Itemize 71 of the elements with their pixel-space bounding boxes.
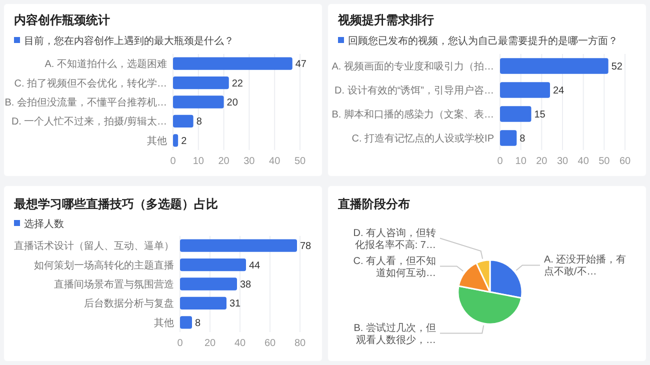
legend-label: 选择人数 xyxy=(24,218,64,230)
data-label: 44 xyxy=(249,260,261,272)
data-label: 20 xyxy=(226,98,238,108)
x-tick-label: 10 xyxy=(515,156,527,167)
x-tick-label: 20 xyxy=(536,156,548,167)
x-tick-label: 20 xyxy=(204,338,216,349)
legend-label: 回顾您已发布的视频，您认为自己最需要提升的是哪一方面？ xyxy=(348,35,618,47)
x-tick-label: 40 xyxy=(578,156,590,167)
bar xyxy=(173,114,194,128)
chart-title: 最想学习哪些直播技巧（多选题）占比 xyxy=(13,197,218,211)
y-tick-label: D. 设计有效的“诱饵”，引导用户咨… xyxy=(334,84,494,96)
y-tick-label: B. 会拍但没流量，不懂平台推荐机… xyxy=(4,96,167,108)
bar xyxy=(500,106,532,122)
data-label: 8 xyxy=(520,134,526,144)
x-tick-label: 30 xyxy=(556,156,568,167)
bar xyxy=(500,58,608,74)
y-tick-label: 其他 xyxy=(154,316,174,329)
x-tick-label: 50 xyxy=(294,156,306,167)
bar xyxy=(180,296,226,310)
y-tick-label: B. 脚本和口播的感染力（文案、表… xyxy=(332,108,494,120)
bar xyxy=(180,258,246,272)
chart-title: 直播阶段分布 xyxy=(337,197,410,211)
data-label: 47 xyxy=(295,59,307,70)
slice-label: A. 还没开始播，有点不敢/不… xyxy=(544,254,626,278)
y-tick-label: 直播话术设计（留人、互动、逼单） xyxy=(14,240,174,252)
x-tick-label: 0 xyxy=(177,338,184,349)
x-tick-label: 60 xyxy=(619,156,631,167)
legend-label: 目前，您在内容创作上遇到的最大瓶颈是什么？ xyxy=(24,35,234,47)
slice-label: B. 尝试过几次，但观看人数很少，… xyxy=(354,322,436,346)
x-tick-label: 40 xyxy=(269,156,281,167)
data-label: 8 xyxy=(196,116,202,128)
data-label: 52 xyxy=(611,62,623,72)
bar xyxy=(180,278,237,290)
y-tick-label: 后台数据分析与复盘 xyxy=(84,298,174,310)
slice-label: C. 有人看，但不知道如何互动… xyxy=(353,254,436,279)
x-tick-label: 0 xyxy=(497,156,504,167)
x-tick-label: 50 xyxy=(598,156,610,167)
bar xyxy=(173,96,224,108)
y-tick-label: C. 拍了视频但不会优化，转化学… xyxy=(14,77,167,90)
bar xyxy=(173,57,292,70)
bar xyxy=(180,239,297,252)
y-tick-label: A. 不知道拍什么，选题困难 xyxy=(44,58,167,70)
bar xyxy=(173,76,229,90)
bar xyxy=(173,134,178,147)
x-tick-label: 80 xyxy=(294,338,306,349)
data-label: 2 xyxy=(181,136,188,147)
x-tick-label: 20 xyxy=(218,156,230,167)
data-label: 8 xyxy=(195,318,201,329)
bar xyxy=(500,130,517,146)
data-label: 22 xyxy=(232,78,244,90)
bar xyxy=(180,316,192,329)
y-tick-label: A. 视频画面的专业度和吸引力（拍… xyxy=(332,60,494,72)
y-tick-label: C. 打造有记忆点的人设或学校IP xyxy=(352,132,494,144)
data-label: 31 xyxy=(230,298,242,310)
x-tick-label: 10 xyxy=(192,156,204,167)
y-tick-label: 直播间场景布置与氛围营造 xyxy=(54,278,174,290)
y-tick-label: 如何策划一场高转化的主题直播 xyxy=(34,259,174,272)
x-tick-label: 0 xyxy=(170,156,176,167)
bar xyxy=(500,82,550,98)
text: 视频提升需求排行 xyxy=(337,13,434,27)
y-tick-label: D. 一个人忙不过来，拍摄/剪辑太… xyxy=(11,116,167,128)
data-label: 15 xyxy=(534,110,546,120)
slice-label: D. 有人咨询，但转化报名率不高: 7… xyxy=(353,226,436,251)
x-tick-label: 60 xyxy=(264,338,276,349)
data-label: 24 xyxy=(553,86,565,96)
y-tick-label: 其他 xyxy=(147,134,167,147)
data-label: 78 xyxy=(300,241,312,252)
data-label: 38 xyxy=(240,280,252,290)
x-tick-label: 40 xyxy=(234,338,246,349)
x-tick-label: 30 xyxy=(244,156,256,167)
text: 内容创作瓶颈统计 xyxy=(14,13,110,27)
